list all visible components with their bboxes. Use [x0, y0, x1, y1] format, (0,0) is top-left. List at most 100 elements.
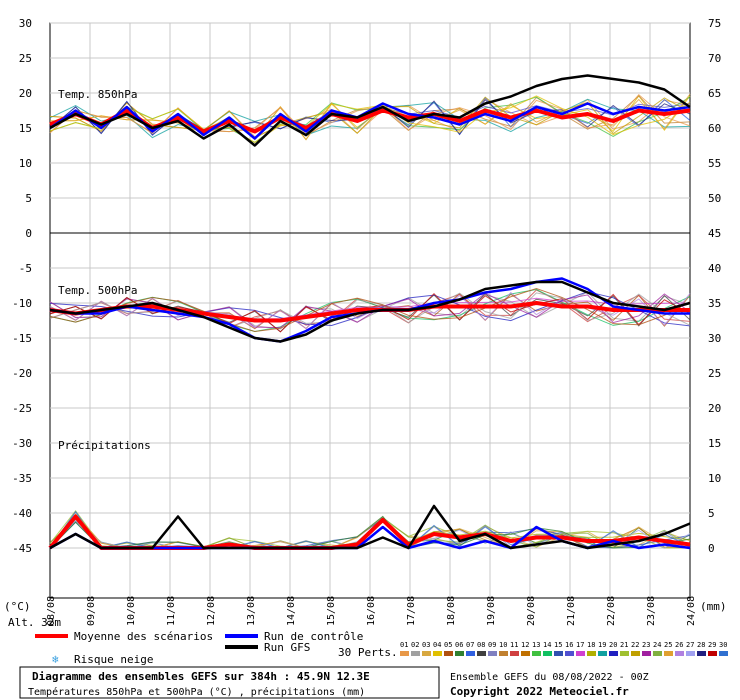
x-tick-label: 19/08: [486, 596, 497, 626]
gfs-series: [49, 74, 691, 147]
x-tick-label: 15/08: [326, 596, 337, 626]
pert-swatch: [466, 651, 475, 656]
pert-id: 26: [675, 641, 683, 649]
x-tick-label: 14/08: [286, 596, 297, 626]
pert-swatch: [532, 651, 541, 656]
left-tick-label: 15: [19, 122, 32, 135]
ensemble-info: Ensemble GEFS du 08/08/2022 - 00Z: [450, 672, 649, 683]
left-tick-label: -15: [12, 332, 32, 345]
right-tick-label: 15: [708, 437, 721, 450]
x-tick-label: 13/08: [246, 596, 257, 626]
left-tick-label: 20: [19, 87, 32, 100]
right-tick-label: 40: [708, 262, 721, 275]
right-tick-label: 55: [708, 157, 721, 170]
pert-id: 05: [444, 641, 452, 649]
pert-id: 24: [653, 641, 661, 649]
x-tick-label: 08/08: [46, 596, 57, 626]
right-tick-label: 60: [708, 122, 721, 135]
legend-control-label: Run de contrôle: [264, 630, 363, 643]
pert-swatch: [642, 651, 651, 656]
pert-swatch: [488, 651, 497, 656]
right-tick-label: 65: [708, 87, 721, 100]
left-tick-label: 30: [19, 17, 32, 30]
right-tick-label: 75: [708, 17, 721, 30]
right-axis-unit: (mm): [700, 600, 727, 613]
pert-swatch: [554, 651, 563, 656]
x-tick-label: 18/08: [446, 596, 457, 626]
pert-swatch: [620, 651, 629, 656]
chart-title: Diagramme des ensembles GEFS sur 384h : …: [32, 670, 370, 683]
pert-swatch: [444, 651, 453, 656]
pert-id: 14: [543, 641, 551, 649]
pert-id: 15: [554, 641, 562, 649]
left-tick-label: -30: [12, 437, 32, 450]
legend-snow-label: Risque neige: [74, 653, 153, 666]
right-tick-label: 70: [708, 52, 721, 65]
pert-id: 04: [433, 641, 441, 649]
right-tick-label: 20: [708, 402, 721, 415]
left-axis: 30 25 20 15 10 5 0 -5 -10 -15 -20 -25 -30 -35 -40 -45: [12, 17, 32, 555]
right-tick-label: 35: [708, 297, 721, 310]
pert-swatch: [664, 651, 673, 656]
pert-swatch: [521, 651, 530, 656]
panel-title: Précipitations: [58, 439, 151, 452]
x-tick-label: 10/08: [126, 596, 137, 626]
pert-id: 01: [400, 641, 408, 649]
chart-panels: Temp. 850hPa Temp. 500hPa Précipitations: [48, 74, 691, 550]
right-tick-label: 50: [708, 192, 721, 205]
pert-id: 10: [499, 641, 507, 649]
x-tick-label: 17/08: [406, 596, 417, 626]
pert-swatch: [598, 651, 607, 656]
chart-subtitle: Températures 850hPa et 500hPa (°C) , pré…: [28, 686, 365, 698]
legend-gfs-label: Run GFS: [264, 641, 310, 654]
x-tick-label: 23/08: [646, 596, 657, 626]
pert-id: 03: [422, 641, 430, 649]
right-tick-label: 45: [708, 227, 721, 240]
pert-swatch: [609, 651, 618, 656]
pert-swatch: [455, 651, 464, 656]
pert-swatch: [411, 651, 420, 656]
left-tick-label: -40: [12, 507, 32, 520]
pert-id: 11: [510, 641, 518, 649]
left-tick-label: 25: [19, 52, 32, 65]
pert-swatch: [576, 651, 585, 656]
title-box: [19, 666, 440, 699]
left-axis-unit: (°C): [4, 600, 31, 613]
left-tick-label: 10: [19, 157, 32, 170]
x-tick-label: 16/08: [366, 596, 377, 626]
pert-swatch: [631, 651, 640, 656]
pert-id: 28: [697, 641, 705, 649]
copyright: Copyright 2022 Meteociel.fr: [450, 685, 629, 698]
pert-swatch: [565, 651, 574, 656]
pert-id: 02: [411, 641, 419, 649]
pert-swatch: [543, 651, 552, 656]
pert-swatch: [422, 651, 431, 656]
right-tick-label: 10: [708, 472, 721, 485]
pert-id: 08: [477, 641, 485, 649]
legend-perts-label: 30 Perts.: [338, 646, 398, 659]
left-tick-label: -10: [12, 297, 32, 310]
pert-swatch: [719, 651, 728, 656]
left-tick-label: 0: [25, 227, 32, 240]
pert-swatch: [510, 651, 519, 656]
right-tick-label: 5: [708, 507, 715, 520]
gfs-series: [49, 280, 691, 343]
right-tick-label: 30: [708, 332, 721, 345]
x-tick-label: 24/08: [686, 596, 697, 626]
mean-series: [49, 301, 690, 323]
pert-id: 22: [631, 641, 639, 649]
pert-id: 09: [488, 641, 496, 649]
pert-id: 23: [642, 641, 650, 649]
pert-swatch: [686, 651, 695, 656]
pert-id: 30: [719, 641, 727, 649]
pert-id: 19: [598, 641, 606, 649]
snowflake-icon: ❄: [52, 653, 59, 666]
pert-swatch: [708, 651, 717, 656]
left-tick-label: -45: [12, 542, 32, 555]
pert-id: 12: [521, 641, 529, 649]
pert-swatch: [697, 651, 706, 656]
gfs-series: [49, 504, 691, 550]
x-axis-ticks: 08/08 09/08 10/08 11/08 12/08 13/08 14/08 15/08…: [46, 596, 697, 626]
